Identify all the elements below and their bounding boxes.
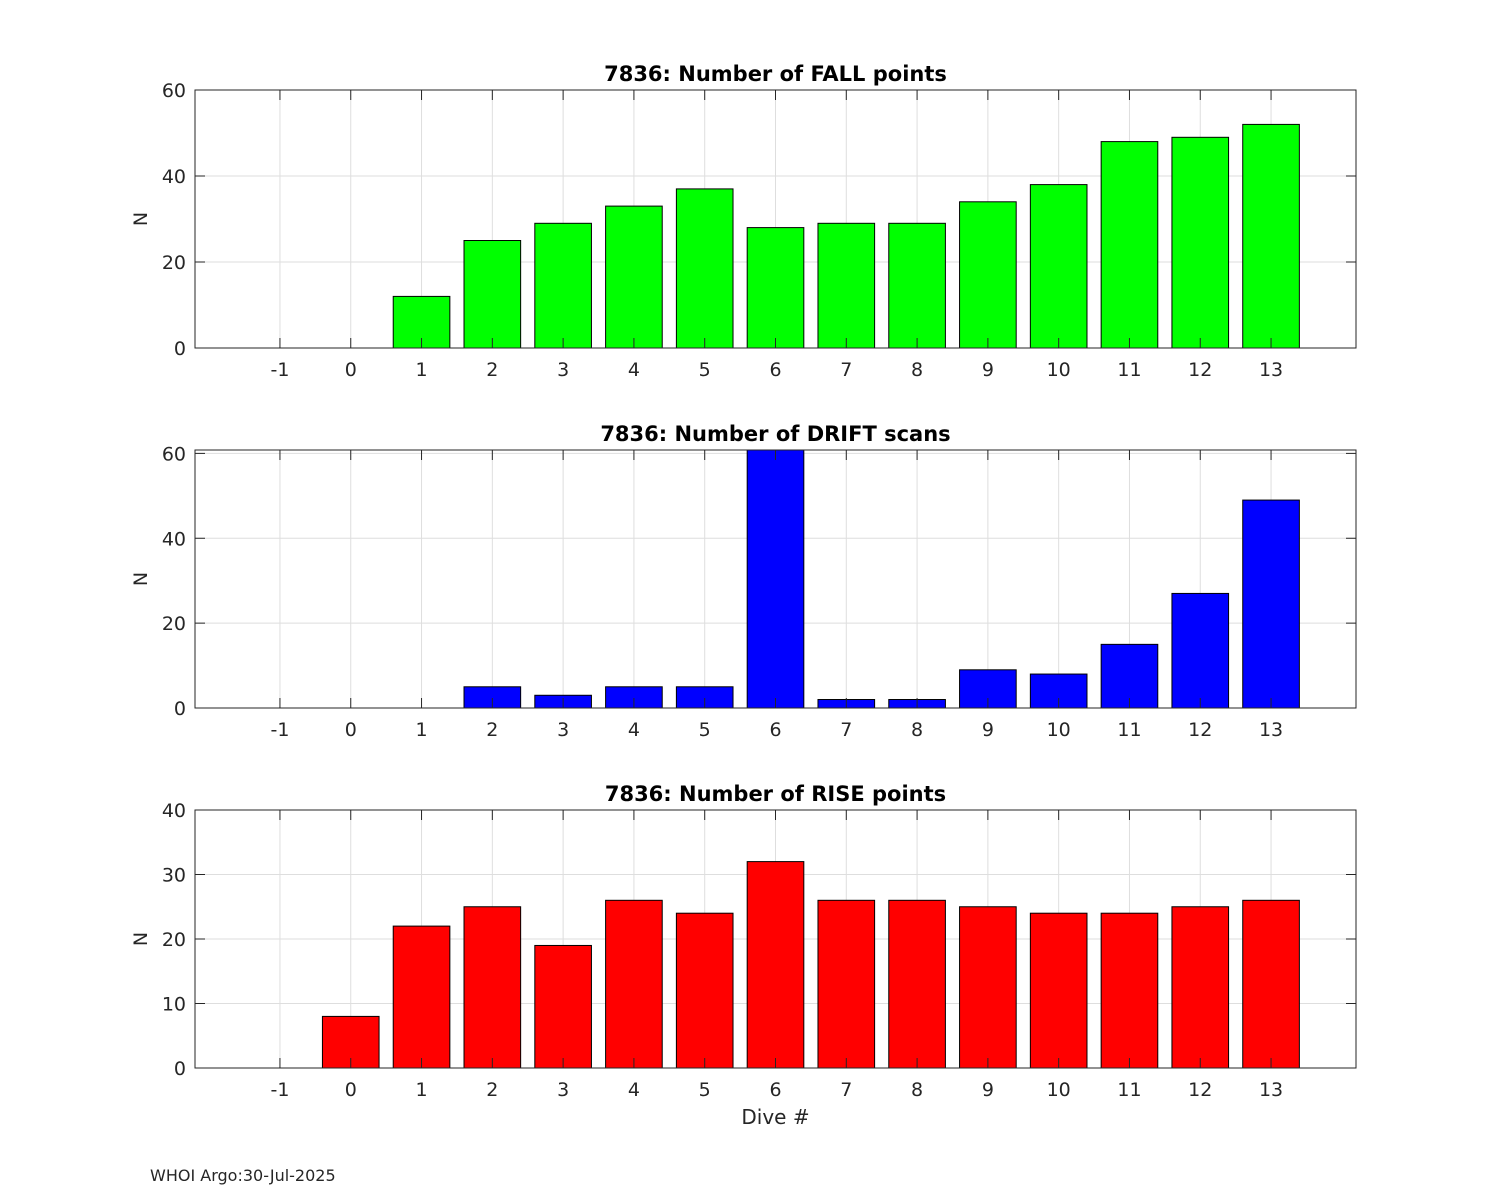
panel-3-bar: [675, 912, 734, 1069]
panel-1-bar: [746, 227, 805, 349]
panel-2-ytick-label: 0: [174, 698, 186, 720]
panel-3-xtick-label: 0: [345, 1079, 357, 1101]
panel-2-xtick-label: 3: [557, 719, 569, 741]
panel-1-xtick-label: -1: [270, 359, 289, 381]
panel-2-bar: [1171, 592, 1230, 709]
panel-3-bar: [392, 925, 451, 1069]
panel-2-ytick-label: 60: [162, 443, 186, 465]
panel-3-ytick-label: 40: [162, 800, 186, 822]
panel-2-bar: [1100, 643, 1159, 709]
panel-1-xtick-label: 10: [1047, 359, 1071, 381]
panel-3-ylabel: N: [130, 932, 152, 946]
panel-3-xtick-label: 9: [982, 1079, 994, 1101]
panel-2-xtick-label: 12: [1188, 719, 1212, 741]
panel-2-xtick-label: 9: [982, 719, 994, 741]
panel-3-xtick-label: 3: [557, 1079, 569, 1101]
panel-2-ylabel: N: [130, 572, 152, 586]
panel-1-bar: [959, 201, 1017, 349]
panel-1-xtick-label: 4: [628, 359, 640, 381]
panel-1-bar: [675, 188, 734, 349]
panel-3-bar: [1100, 912, 1159, 1069]
panel-1-title: 7836: Number of FALL points: [604, 62, 947, 86]
panel-1-xtick-label: 13: [1259, 359, 1283, 381]
panel-1-bar: [888, 222, 946, 349]
panel-1-xtick-label: 8: [911, 359, 923, 381]
panel-1-xtick-label: 11: [1117, 359, 1141, 381]
panel-1-xtick-label: 3: [557, 359, 569, 381]
panel-2-ytick-label: 20: [162, 613, 186, 635]
panel-3-xtick-label: 2: [486, 1079, 498, 1101]
panel-3-bar: [605, 899, 663, 1069]
panel-1-xtick-label: 0: [345, 359, 357, 381]
panel-1-xtick-label: 6: [769, 359, 781, 381]
panel-1-xtick-label: 9: [982, 359, 994, 381]
panel-1-bar: [817, 222, 876, 349]
panel-2-xtick-label: 8: [911, 719, 923, 741]
panel-3-bar: [1242, 899, 1300, 1069]
panel-3-bar: [1029, 912, 1088, 1069]
panel-2-ytick-label: 40: [162, 528, 186, 550]
panel-3-xtick-label: 12: [1188, 1079, 1212, 1101]
panel-3-xtick-label: 10: [1047, 1079, 1071, 1101]
panel-2-xtick-label: 4: [628, 719, 640, 741]
panel-3-xtick-label: 13: [1259, 1079, 1283, 1101]
panel-3-ytick-label: 30: [162, 865, 186, 887]
panel-2-xtick-label: 0: [345, 719, 357, 741]
footer-stamp: WHOI Argo:30-Jul-2025: [150, 1166, 336, 1185]
panel-1-xtick-label: 5: [699, 359, 711, 381]
panel-2-xtick-label: 2: [486, 719, 498, 741]
panel-3-xlabel: Dive #: [741, 1105, 809, 1129]
panel-2-xtick-label: 10: [1047, 719, 1071, 741]
panel-1-ylabel: N: [130, 212, 152, 226]
panel-2-xtick-label: 5: [699, 719, 711, 741]
panel-3-bar: [746, 861, 805, 1069]
panel-1-bar: [1029, 184, 1088, 349]
panel-3-xtick-label: 11: [1117, 1079, 1141, 1101]
panel-3-ytick-label: 10: [162, 994, 186, 1016]
panel-3-bar: [1171, 906, 1230, 1069]
panel-1-ytick-label: 60: [162, 80, 186, 102]
panel-2-title: 7836: Number of DRIFT scans: [600, 422, 950, 446]
panel-1-bar: [463, 240, 522, 349]
panel-1-ytick-label: 0: [174, 338, 186, 360]
panel-3-xtick-label: -1: [270, 1079, 289, 1101]
panel-3-ytick-label: 20: [162, 929, 186, 951]
panel-1-xtick-label: 1: [415, 359, 427, 381]
panel-2-bar: [1242, 499, 1300, 709]
panel-3-bar: [534, 944, 592, 1069]
panel-3-xtick-label: 1: [415, 1079, 427, 1101]
panel-2-xtick-label: -1: [270, 719, 289, 741]
panel-1-bar: [605, 205, 663, 349]
panel-2-xtick-label: 6: [769, 719, 781, 741]
panel-1-bar: [1242, 123, 1300, 349]
panel-1-xtick-label: 7: [840, 359, 852, 381]
panel-3-title: 7836: Number of RISE points: [605, 782, 946, 806]
panel-3-bar: [959, 906, 1017, 1069]
panel-1-ytick-label: 40: [162, 166, 186, 188]
panel-3-ytick-label: 0: [174, 1058, 186, 1080]
panel-3-xtick-label: 8: [911, 1079, 923, 1101]
panel-3-xtick-label: 7: [840, 1079, 852, 1101]
panel-3-bar: [463, 906, 522, 1069]
panel-1-xtick-label: 12: [1188, 359, 1212, 381]
panel-1-xtick-label: 2: [486, 359, 498, 381]
panel-2-xtick-label: 13: [1259, 719, 1283, 741]
panel-1-ytick-label: 20: [162, 252, 186, 274]
panel-3-bar: [817, 899, 876, 1069]
panel-2-bar: [746, 449, 805, 709]
panel-2-xtick-label: 7: [840, 719, 852, 741]
panel-1-bar: [534, 222, 592, 349]
panel-3-xtick-label: 4: [628, 1079, 640, 1101]
panel-3-xtick-label: 6: [769, 1079, 781, 1101]
panel-1-bar: [1100, 141, 1159, 349]
panel-2-xtick-label: 11: [1117, 719, 1141, 741]
panel-2-xtick-label: 1: [415, 719, 427, 741]
panel-3-bar: [888, 899, 946, 1069]
panel-1-bar: [1171, 136, 1230, 349]
panel-3-xtick-label: 5: [699, 1079, 711, 1101]
